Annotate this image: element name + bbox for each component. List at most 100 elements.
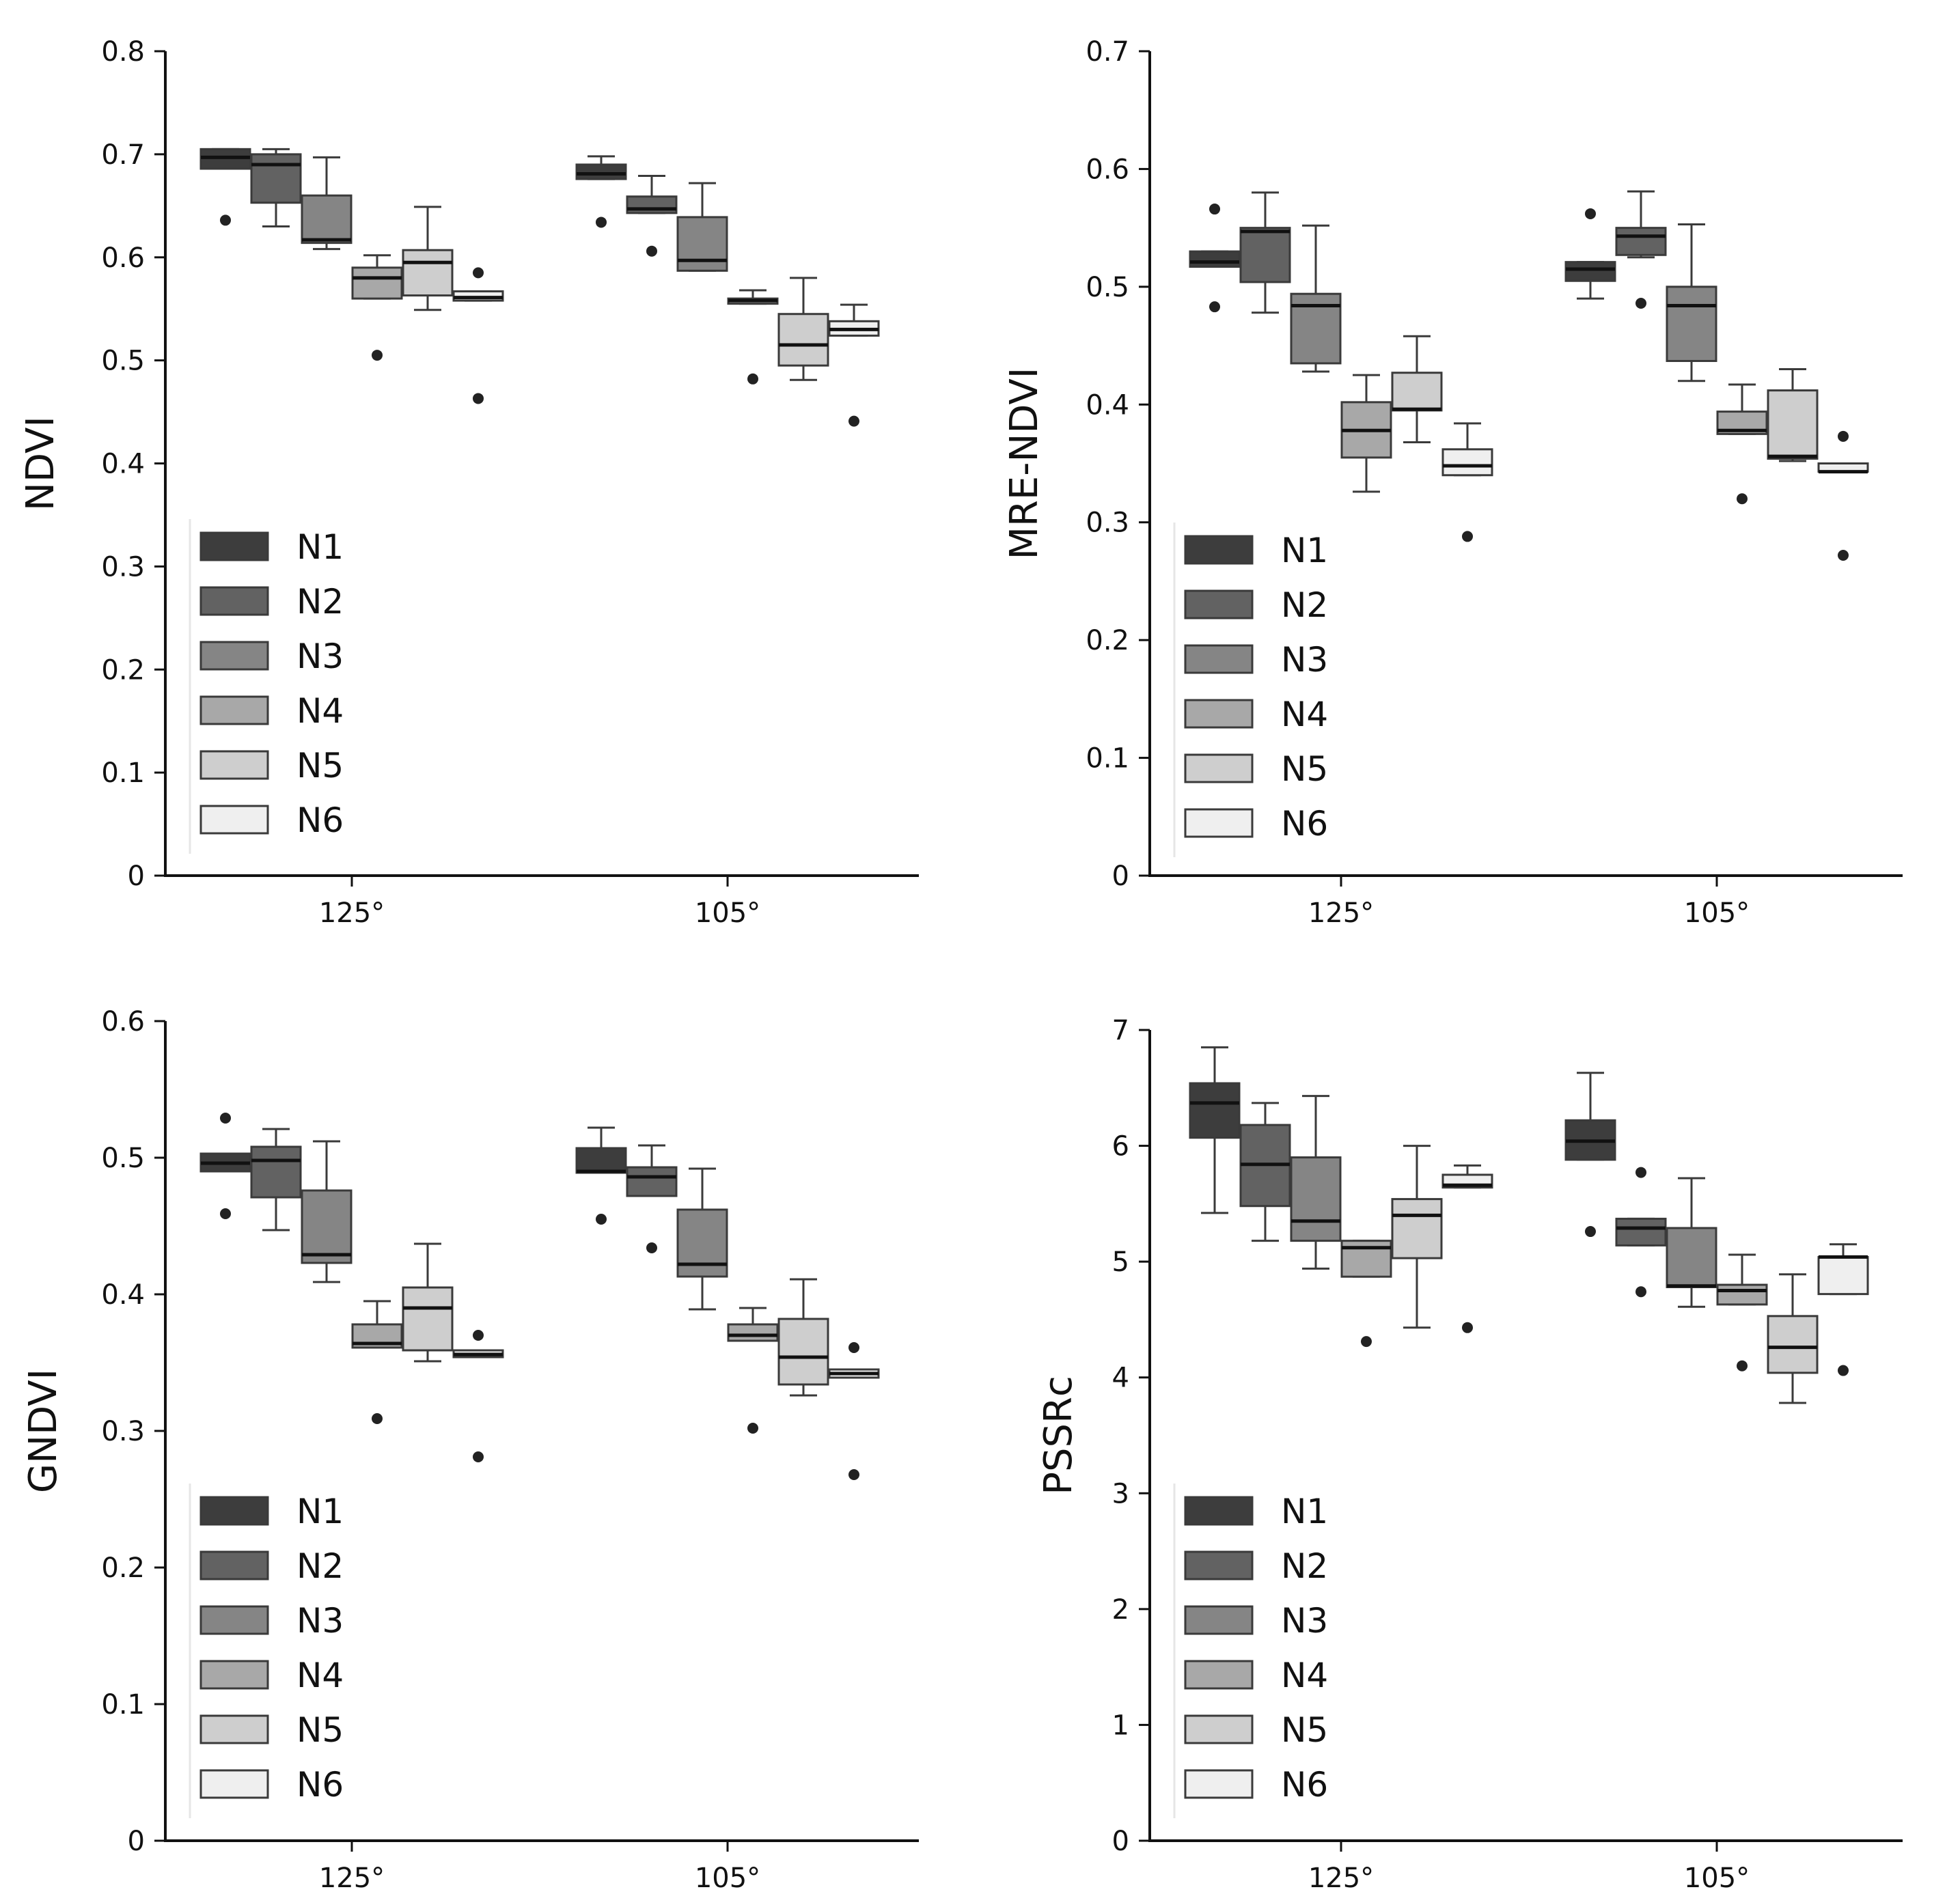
legend-swatch-n4 xyxy=(199,1660,269,1690)
box-n6-1 xyxy=(452,1330,504,1462)
legend-label-n1: N1 xyxy=(296,1492,344,1531)
legend-swatch-n2 xyxy=(199,1550,269,1580)
y-tick-label: 0 xyxy=(1112,861,1129,892)
y-tick-label: 0.1 xyxy=(1086,743,1129,775)
y-tick-label: 0.6 xyxy=(101,1006,145,1037)
box-n1-1 xyxy=(199,148,251,226)
box-n3-1 xyxy=(1290,1095,1342,1270)
y-tick-label: 0.3 xyxy=(101,1416,145,1447)
y-tick-label: 2 xyxy=(1112,1594,1129,1626)
box-rect xyxy=(1666,1227,1717,1288)
legend-swatch-n6 xyxy=(1184,808,1254,838)
outlier-point xyxy=(473,393,484,404)
outlier-point xyxy=(220,214,231,226)
legend-swatch-n6 xyxy=(1184,1769,1254,1799)
y-tick-label: 0.8 xyxy=(101,36,145,68)
x-tick-label: 125° xyxy=(319,1863,385,1894)
legend-swatch-n3 xyxy=(199,641,269,671)
x-tick-label: 105° xyxy=(695,1863,760,1894)
legend-swatch-n1 xyxy=(199,531,269,561)
box-n6-1 xyxy=(1441,422,1493,542)
box-rect xyxy=(351,266,403,300)
legend-swatch-n2 xyxy=(1184,1550,1254,1580)
y-tick-label: 0.1 xyxy=(101,757,145,789)
legend-label-n1: N1 xyxy=(296,527,344,567)
box-n4-2 xyxy=(1716,1253,1768,1371)
box-rect xyxy=(727,1323,779,1342)
box-n6-2 xyxy=(1817,430,1869,561)
box-rect xyxy=(1564,261,1616,282)
outlier-point xyxy=(848,1469,859,1480)
box-n4-1 xyxy=(1340,1240,1392,1348)
box-n2-2 xyxy=(1615,1167,1667,1298)
legend-label-n2: N2 xyxy=(296,582,344,622)
box-n4-2 xyxy=(727,1307,779,1434)
box-n2-1 xyxy=(250,1128,302,1231)
y-tick-label: 0 xyxy=(128,861,145,892)
y-tick-label: 6 xyxy=(1112,1131,1129,1162)
legend: N1 N2 N3 N4 N5 N6 xyxy=(1173,1484,1328,1818)
legend-swatch-n4 xyxy=(1184,1660,1254,1690)
box-n4-2 xyxy=(727,289,779,385)
box-n4-2 xyxy=(1716,383,1768,505)
y-tick-label: 3 xyxy=(1112,1478,1129,1509)
y-axis-label: NDVI xyxy=(18,416,63,511)
box-n6-2 xyxy=(828,1342,880,1480)
box-rect xyxy=(1290,1156,1342,1242)
box-n4-1 xyxy=(351,254,403,361)
box-rect xyxy=(777,1318,829,1386)
y-axis-label: MRE-NDVI xyxy=(1002,367,1047,560)
box-rect xyxy=(301,194,353,245)
outlier-point xyxy=(1635,1286,1646,1298)
box-n3-2 xyxy=(676,1167,728,1311)
box-rect xyxy=(1716,1283,1768,1306)
legend-label-n5: N5 xyxy=(1281,749,1328,789)
legend: N1 N2 N3 N4 N5 N6 xyxy=(189,519,344,854)
legend-label-n1: N1 xyxy=(1281,531,1328,570)
box-n6-1 xyxy=(1441,1164,1493,1333)
legend-swatch-n4 xyxy=(199,695,269,725)
outlier-point xyxy=(473,1451,484,1462)
box-n3-2 xyxy=(676,182,728,272)
box-n1-1 xyxy=(1189,1046,1241,1214)
box-n5-2 xyxy=(777,277,829,381)
y-tick-label: 0.3 xyxy=(101,551,145,583)
box-n2-2 xyxy=(626,1144,678,1253)
outlier-point xyxy=(1361,1336,1372,1348)
legend-swatch-n2 xyxy=(1184,589,1254,619)
y-tick-label: 0.6 xyxy=(1086,154,1129,185)
box-rect xyxy=(575,1147,627,1174)
outlier-point xyxy=(747,1423,758,1434)
outlier-point xyxy=(1585,208,1596,219)
box-n6-2 xyxy=(828,303,880,427)
legend-label-n2: N2 xyxy=(1281,1546,1328,1586)
box-rect xyxy=(676,216,728,272)
box-rect xyxy=(1666,286,1717,362)
box-n2-2 xyxy=(626,175,678,257)
outlier-point xyxy=(1838,549,1849,561)
y-tick-label: 0.5 xyxy=(1086,272,1129,303)
box-rect xyxy=(250,153,302,204)
legend-label-n6: N6 xyxy=(296,800,344,840)
x-tick-label: 105° xyxy=(1684,897,1750,929)
legend-label-n2: N2 xyxy=(1281,585,1328,625)
legend-swatch-n1 xyxy=(199,1496,269,1526)
box-n6-2 xyxy=(1817,1243,1869,1376)
outlier-point xyxy=(220,1113,231,1124)
box-n5-1 xyxy=(402,206,454,311)
outlier-point xyxy=(1635,1167,1646,1178)
y-tick-label: 0.5 xyxy=(101,346,145,377)
y-tick-label: 0.3 xyxy=(1086,507,1129,539)
legend-label-n5: N5 xyxy=(1281,1710,1328,1750)
box-rect xyxy=(1189,250,1241,268)
legend-label-n3: N3 xyxy=(296,637,344,676)
outlier-point xyxy=(1209,204,1220,215)
legend-label-n6: N6 xyxy=(296,1765,344,1805)
legend-swatch-n6 xyxy=(199,805,269,835)
box-n2-1 xyxy=(1239,191,1291,314)
outlier-point xyxy=(848,1342,859,1353)
box-n4-1 xyxy=(1340,374,1392,493)
y-tick-label: 0.7 xyxy=(101,139,145,171)
